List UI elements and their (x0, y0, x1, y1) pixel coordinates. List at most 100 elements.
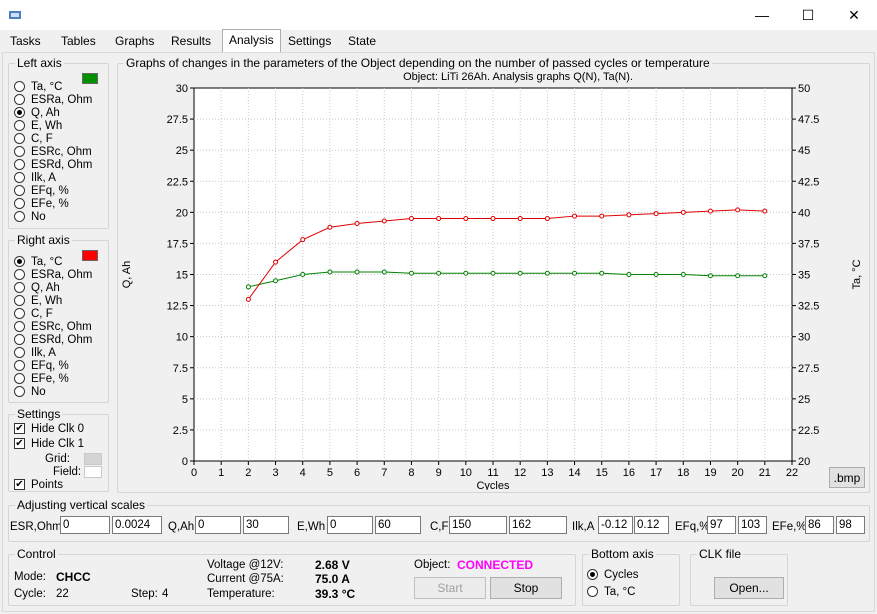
left-axis-option-radio[interactable]: Q, Ah (14, 106, 60, 119)
open-clk-button[interactable]: Open... (714, 577, 784, 599)
left-axis-option-radio[interactable]: EFq, % (14, 184, 69, 197)
right-axis-option-radio[interactable]: ESRa, Ohm (14, 268, 92, 281)
series-point-left (408, 270, 414, 276)
scale-max-input[interactable]: 103 (738, 516, 767, 534)
series-point-right (245, 296, 251, 302)
tab-tables[interactable]: Tables (61, 34, 96, 48)
right-axis-option-radio[interactable]: EFe, % (14, 372, 69, 385)
scale-max-input[interactable]: 0.0024 (112, 516, 162, 534)
scale-max-input[interactable]: 98 (836, 516, 865, 534)
right-axis-option-radio[interactable]: ESRd, Ohm (14, 333, 92, 346)
series-point-right (436, 216, 442, 222)
right-axis-option-label: C, F (31, 307, 53, 320)
radio-circle (14, 172, 25, 183)
radio-circle (14, 120, 25, 131)
scale-max-input[interactable]: 0.12 (634, 516, 669, 534)
scale-min-input[interactable]: 0 (327, 516, 373, 534)
radio-circle (14, 308, 25, 319)
tab-tasks[interactable]: Tasks (10, 34, 41, 48)
minimize-button[interactable]: — (755, 7, 769, 23)
scale-min-input[interactable]: 86 (805, 516, 834, 534)
scale-max-input[interactable]: 60 (375, 516, 421, 534)
hide-clk0-label: Hide Clk 0 (31, 422, 85, 435)
right-axis-option-radio[interactable]: No (14, 385, 46, 398)
tab-state[interactable]: State (348, 34, 377, 48)
series-point-left (490, 270, 496, 276)
radio-circle (14, 146, 25, 157)
left-axis-option-radio[interactable]: No (14, 210, 46, 223)
x-tick-label: 16 (623, 467, 635, 479)
left-axis-option-radio[interactable]: Ta, °C (14, 80, 62, 93)
right-axis-option-radio[interactable]: Q, Ah (14, 281, 60, 294)
right-axis-option-radio[interactable]: Ilk, A (14, 346, 56, 359)
close-button[interactable]: ✕ (848, 6, 860, 23)
left-axis-option-radio[interactable]: Ilk, A (14, 171, 56, 184)
tab-results[interactable]: Results (171, 34, 212, 48)
left-axis-option-radio[interactable]: ESRa, Ohm (14, 93, 92, 106)
radio-circle (587, 586, 598, 597)
control-group: Control (8, 547, 576, 606)
stop-button[interactable]: Stop (490, 577, 562, 599)
save-bmp-button[interactable]: .bmp (829, 467, 865, 488)
left-axis-option-radio[interactable]: ESRc, Ohm (14, 145, 92, 158)
series-point-right (653, 211, 659, 217)
left-axis-option-radio[interactable]: E, Wh (14, 119, 62, 132)
scale-min-input[interactable]: 150 (449, 516, 507, 534)
scale-min-input[interactable]: -0.12 (598, 516, 633, 534)
left-axis-color-swatch[interactable] (82, 73, 98, 84)
left-axis-option-radio[interactable]: EFe, % (14, 197, 69, 210)
right-axis-option-radio[interactable]: ESRc, Ohm (14, 320, 92, 333)
x-tick-label: 19 (704, 467, 716, 479)
scale-min-input[interactable]: 0 (195, 516, 241, 534)
right-axis-option-label: E, Wh (31, 294, 63, 307)
scale-label: Q,Ah (168, 521, 195, 533)
series-line-left (248, 271, 765, 288)
x-tick-label: 1 (218, 467, 224, 479)
points-checkbox[interactable]: ✔ Points (14, 478, 63, 491)
bottom-axis-temp-radio[interactable]: Ta, °C (587, 585, 635, 598)
radio-circle (14, 360, 25, 371)
tab-settings[interactable]: Settings (288, 34, 332, 48)
tab-analysis[interactable]: Analysis (222, 29, 281, 53)
settings-title: Settings (15, 407, 63, 421)
series-point-right (707, 208, 713, 214)
left-axis-option-label: ESRd, Ohm (31, 158, 93, 171)
right-axis-option-radio[interactable]: C, F (14, 307, 53, 320)
scale-max-input[interactable]: 30 (243, 516, 289, 534)
right-axis-option-radio[interactable]: Ta, °C (14, 255, 62, 268)
series-point-left (707, 273, 713, 279)
hide-clk0-checkbox[interactable]: ✔ Hide Clk 0 (14, 422, 84, 435)
right-axis-option-radio[interactable]: E, Wh (14, 294, 62, 307)
hide-clk1-checkbox[interactable]: ✔ Hide Clk 1 (14, 437, 84, 450)
left-axis-option-radio[interactable]: ESRd, Ohm (14, 158, 92, 171)
field-color-swatch[interactable] (84, 466, 102, 478)
right-axis-color-swatch[interactable] (82, 250, 98, 261)
series-point-right (572, 213, 578, 219)
scale-min-input[interactable]: 97 (707, 516, 736, 534)
scale-min-input[interactable]: 0 (60, 516, 110, 534)
y-left-tick-label: 17.5 (167, 238, 188, 250)
right-axis-option-label: Q, Ah (31, 281, 60, 294)
series-point-right (300, 237, 306, 243)
temperature-label: Temperature: (207, 588, 275, 600)
start-button[interactable]: Start (414, 577, 486, 599)
y-left-tick-label: 27.5 (167, 114, 188, 126)
series-point-left (653, 272, 659, 277)
right-axis-option-radio[interactable]: EFq, % (14, 359, 69, 372)
scale-label: EFe,% (772, 521, 807, 533)
grid-label: Grid: (45, 453, 70, 465)
x-tick-label: 14 (568, 467, 580, 479)
bottom-axis-cycles-radio[interactable]: Cycles (587, 568, 639, 581)
y-right-tick-label: 47.5 (798, 114, 819, 126)
scale-max-input[interactable]: 162 (509, 516, 567, 534)
series-point-left (327, 269, 333, 275)
series-point-left (517, 270, 523, 276)
tab-graphs[interactable]: Graphs (115, 34, 155, 48)
series-point-left (626, 272, 632, 277)
maximize-button[interactable]: ☐ (801, 6, 815, 23)
step-value: 4 (162, 588, 169, 600)
radio-circle (14, 133, 25, 144)
radio-circle (14, 295, 25, 306)
left-axis-option-radio[interactable]: C, F (14, 132, 53, 145)
grid-color-swatch[interactable] (84, 453, 102, 465)
